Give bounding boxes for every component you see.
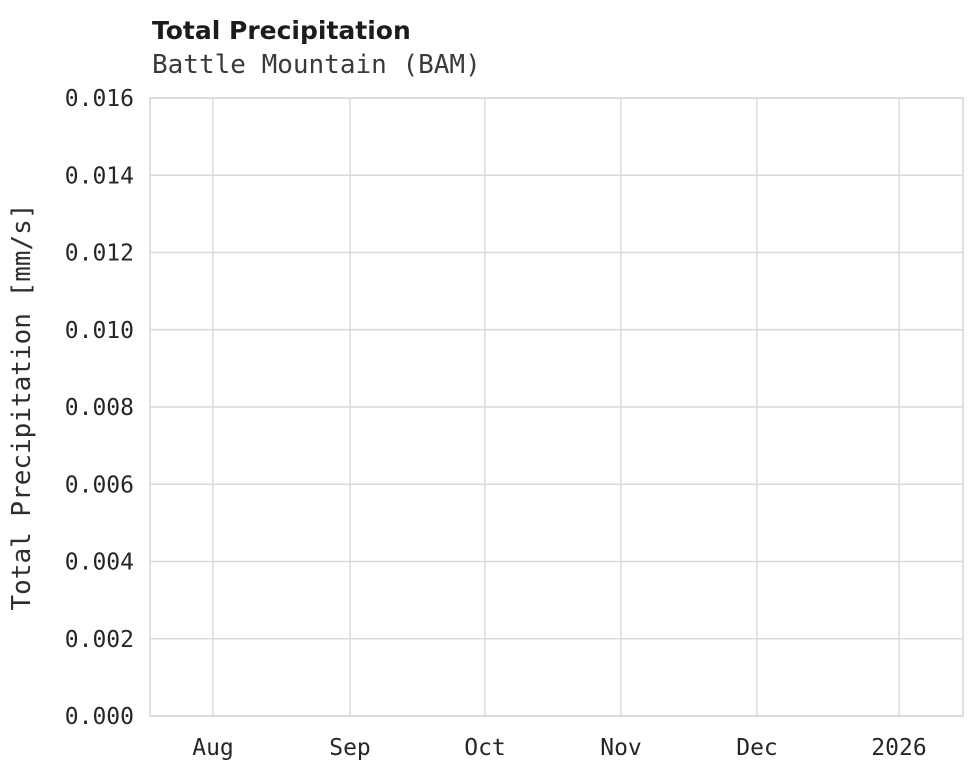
chart-subtitle: Battle Mountain (BAM) — [152, 50, 481, 80]
x-tick-label: Nov — [600, 735, 642, 761]
y-tick-label: 0.002 — [65, 627, 134, 653]
y-axis-label: Total Precipitation [mm/s] — [7, 204, 37, 611]
y-tick-label: 0.004 — [65, 550, 134, 576]
plot-border — [149, 97, 964, 717]
x-tick-label: Sep — [329, 735, 371, 761]
y-tick-label: 0.012 — [65, 241, 134, 267]
x-tick-label: Aug — [192, 735, 234, 761]
x-tick-label: Oct — [464, 735, 506, 761]
y-tick-label: 0.010 — [65, 318, 134, 344]
y-tick-label: 0.016 — [65, 86, 134, 112]
x-tick-label: Dec — [736, 735, 778, 761]
y-tick-label: 0.008 — [65, 395, 134, 421]
y-tick-label: 0.000 — [65, 704, 134, 730]
x-tick-label: 2026 — [871, 735, 926, 761]
y-tick-label: 0.014 — [65, 163, 134, 189]
y-tick-label: 0.006 — [65, 472, 134, 498]
chart-title: Total Precipitation — [152, 16, 411, 45]
